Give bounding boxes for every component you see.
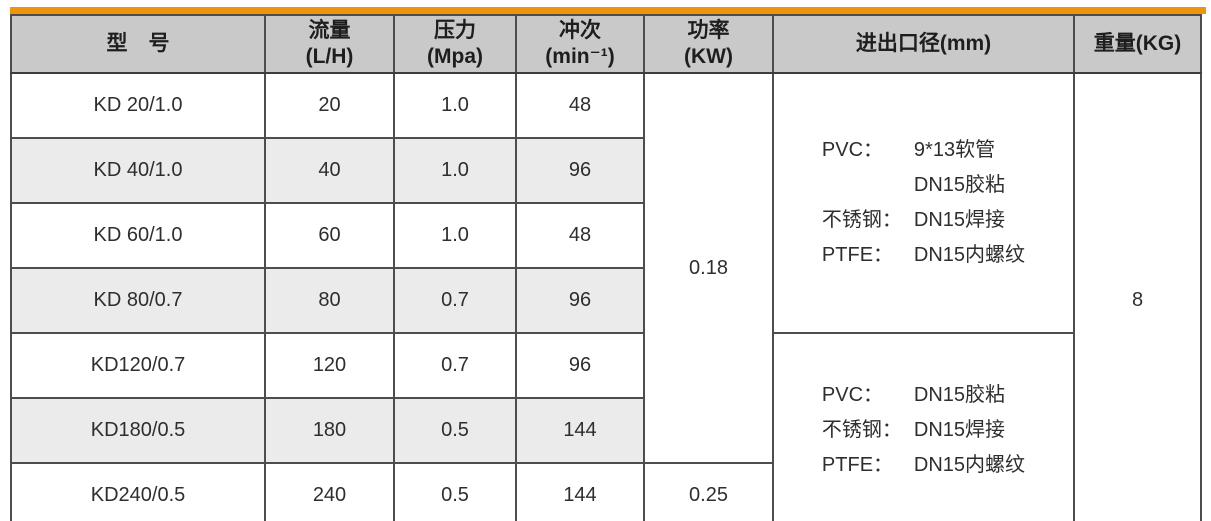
pressure-cell: 1.0 <box>393 137 517 204</box>
table-row: KD 60/1.0 60 1.0 48 <box>10 202 1201 269</box>
model-cell: KD 40/1.0 <box>10 137 266 204</box>
col-header-weight: 重量(KG) <box>1073 14 1202 74</box>
port-spec-value: DN15焊接 <box>913 419 1006 441</box>
port-spec-line: PTFE： DN15内螺纹 <box>822 448 1025 483</box>
stroke-cell: 48 <box>515 202 645 269</box>
port-spec-line: PTFE： DN15内螺纹 <box>822 238 1025 273</box>
model-cell: KD 60/1.0 <box>10 202 266 269</box>
model-cell: KD180/0.5 <box>10 397 266 464</box>
spec-table-wrap: 型 号 流量 (L/H) 压力 (Mpa) 冲次 (min⁻¹) 功率 <box>10 7 1206 521</box>
port-spec-label: PVC： <box>821 139 884 161</box>
port-spec-line: DN15胶粘 <box>822 168 1025 203</box>
col-header-pressure-name: 压力 <box>434 19 476 43</box>
table-row: KD240/0.5 240 0.5 144 0.25 <box>10 462 1201 521</box>
stroke-cell: 96 <box>515 267 645 334</box>
table-row: KD 40/1.0 40 1.0 96 <box>10 137 1201 204</box>
col-header-flow: 流量 (L/H) <box>264 14 395 74</box>
flow-cell: 180 <box>264 397 395 464</box>
port-spec-value: 9*13软管 <box>913 139 996 161</box>
port-spec-label: 不锈钢： <box>821 419 902 441</box>
port-spec-line: 不锈钢： DN15焊接 <box>822 413 1025 448</box>
col-header-pressure: 压力 (Mpa) <box>393 14 517 74</box>
port-spec-value: DN15胶粘 <box>913 384 1006 406</box>
flow-cell: 20 <box>264 72 395 139</box>
stroke-cell: 96 <box>515 137 645 204</box>
port-spec-label: 不锈钢： <box>821 209 902 231</box>
table-row: KD180/0.5 180 0.5 144 <box>10 397 1201 464</box>
model-cell: KD 80/0.7 <box>10 267 266 334</box>
col-header-stroke-name: 冲次 <box>559 19 601 43</box>
table-row: KD120/0.7 120 0.7 96 PVC： DN15胶粘 不锈钢： <box>10 332 1201 521</box>
model-cell: KD240/0.5 <box>10 462 266 521</box>
col-header-flow-name: 流量 <box>308 19 351 43</box>
col-header-power-unit: (KW) <box>684 45 733 68</box>
port-spec-group1: PVC： 9*13软管 DN15胶粘 不锈钢： DN15焊接 <box>822 133 1025 273</box>
port-spec-label: PTFE： <box>821 454 894 476</box>
col-header-power-name: 功率 <box>687 19 730 43</box>
col-header-model: 型 号 <box>10 14 266 74</box>
power-merged-cell-2: 0.25 <box>643 462 774 521</box>
pressure-cell: 1.0 <box>393 72 517 139</box>
pressure-cell: 0.5 <box>393 462 517 521</box>
stroke-cell: 96 <box>515 332 645 399</box>
spec-table: 型 号 流量 (L/H) 压力 (Mpa) 冲次 (min⁻¹) 功率 <box>10 14 1202 521</box>
pressure-cell: 1.0 <box>393 202 517 269</box>
port-spec-value: DN15内螺纹 <box>913 244 1026 266</box>
power-merged-cell-1: 0.18 <box>643 72 774 464</box>
port-spec-value: DN15内螺纹 <box>913 454 1026 476</box>
port-spec-value: DN15焊接 <box>913 209 1006 231</box>
pressure-cell: 0.5 <box>393 397 517 464</box>
port-spec-value: DN15胶粘 <box>913 174 1006 196</box>
port-spec-line: PVC： 9*13软管 <box>822 133 1025 168</box>
model-cell: KD 20/1.0 <box>10 72 266 139</box>
table-row: KD 20/1.0 20 1.0 48 0.18 PVC： 9*13软管 <box>10 72 1202 521</box>
col-header-port: 进出口径(mm) <box>772 14 1075 74</box>
stroke-cell: 144 <box>515 397 645 464</box>
port-spec-line: 不锈钢： DN15焊接 <box>822 203 1025 238</box>
col-header-power: 功率 (KW) <box>643 14 774 74</box>
port-spec-line: PVC： DN15胶粘 <box>822 378 1025 413</box>
pressure-cell: 0.7 <box>393 332 517 399</box>
table-row: KD 80/0.7 80 0.7 96 <box>10 267 1201 334</box>
flow-cell: 40 <box>264 137 395 204</box>
flow-cell: 80 <box>264 267 395 334</box>
port-spec-label <box>822 168 914 203</box>
port-merged-cell-2: PVC： DN15胶粘 不锈钢： DN15焊接 PTFE： DN15内螺纹 <box>772 332 1075 521</box>
flow-cell: 60 <box>264 202 395 269</box>
accent-bar <box>10 7 1206 14</box>
col-header-flow-unit: (L/H) <box>305 45 354 68</box>
model-cell: KD120/0.7 <box>10 332 266 399</box>
port-spec-label: PVC： <box>821 384 884 406</box>
col-header-pressure-unit: (Mpa) <box>427 45 483 68</box>
flow-cell: 120 <box>264 332 395 399</box>
pressure-cell: 0.7 <box>393 267 517 334</box>
col-header-stroke-unit: (min⁻¹) <box>545 45 615 68</box>
stroke-cell: 144 <box>515 462 645 521</box>
stroke-cell: 48 <box>515 72 645 139</box>
col-header-stroke: 冲次 (min⁻¹) <box>515 14 645 74</box>
weight-merged-cell: 8 <box>1073 72 1202 521</box>
port-spec-group2: PVC： DN15胶粘 不锈钢： DN15焊接 PTFE： DN15内螺纹 <box>822 378 1025 483</box>
port-spec-label: PTFE： <box>821 244 894 266</box>
flow-cell: 240 <box>264 462 395 521</box>
header-row: 型 号 流量 (L/H) 压力 (Mpa) 冲次 (min⁻¹) 功率 <box>10 14 1202 74</box>
port-merged-cell-1: PVC： 9*13软管 DN15胶粘 不锈钢： DN15焊接 <box>772 72 1075 334</box>
